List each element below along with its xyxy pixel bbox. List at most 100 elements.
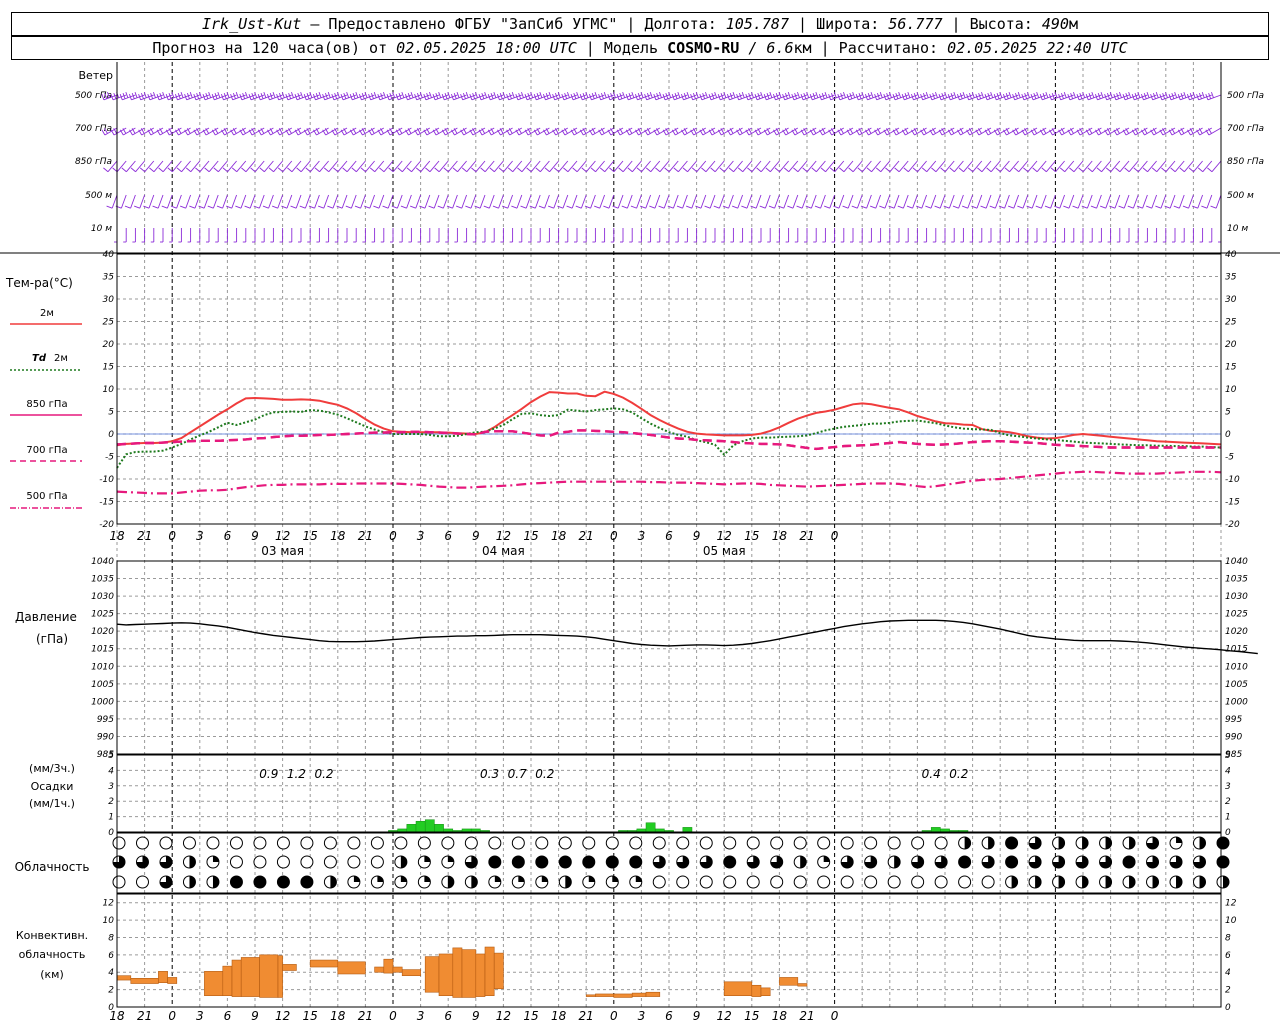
wind-barb-feather [245,91,248,98]
date-label: 03 мая [261,544,304,558]
wind-barb-feather [824,91,828,98]
wind-barb-feather [590,167,596,173]
wind-barb-feather [870,205,876,209]
x-tick-label-bottom: 6 [224,1009,232,1023]
wind-barb-feather [305,167,311,173]
wind-barb [491,127,504,136]
y-tick-label-left: 30 [103,295,115,305]
wind-barb [921,194,928,209]
wind-barb [944,160,955,173]
wind-barb-feather [576,91,580,98]
wind-barb-feather [720,128,725,134]
cloud-cover-fill [465,856,478,868]
wind-barb [240,194,247,209]
wind-barb-feather [828,93,832,100]
cloud-cover-symbol [958,875,972,889]
wind-barb [215,127,228,136]
wind-barb [521,160,532,173]
wind-barb-feather [895,128,900,134]
wind-barb-feather [811,167,817,173]
cloud-cover-fill [935,855,948,868]
wind-barb-feather [315,92,319,99]
wind-barb-feather [327,91,331,98]
cloud-cover-fill [1076,856,1089,868]
wind-barb-feather [968,92,972,99]
wind-barb [525,194,532,209]
wind-barb-feather [461,167,468,173]
wind-barb-feather [324,128,329,134]
wind-barb-feather [423,129,428,136]
wind-barb-feather [526,167,532,173]
cloud-cover-fill [400,856,407,868]
cloud-cover-symbol [441,836,455,850]
cloud-cover-symbol [629,855,643,869]
cloud-cover-symbol [112,875,126,889]
wind-barb [1061,127,1075,136]
wind-barb [300,160,311,173]
wind-barb-feather [198,205,205,209]
cloud-cover-fill [894,855,901,868]
wind-barb-feather [649,205,656,209]
conv-cloud-bar [723,981,753,996]
wind-barb [656,127,670,136]
wind-barb-feather [113,128,118,134]
wind-barb-feather [475,91,478,98]
wind-barb-feather [686,91,690,98]
wind-barb-feather [272,205,278,209]
wind-barb-feather [581,167,587,173]
y-tick-label-left: -10 [99,475,114,485]
wind-barb-feather [1187,129,1191,136]
wind-barb [544,194,550,209]
wind-barb [1135,127,1148,136]
wind-barb-feather [704,205,711,209]
wind-barb-feather [112,167,118,173]
wind-barb [930,194,937,209]
wind-barb [420,160,431,173]
wind-barb-feather [708,129,713,136]
wind-barb-feather [819,129,823,136]
precip-bar [415,820,426,833]
wind-barb-feather [487,129,492,136]
wind-barb-feather [938,129,943,136]
wind-barb-feather [131,128,136,134]
x-tick-label: 18 [330,529,346,543]
cloud-cover-fill [424,876,431,882]
wind-barb-feather [1012,93,1016,100]
wind-barb [1046,160,1056,173]
wind-barb-feather [879,91,883,98]
wind-barb-feather [373,91,377,98]
wind-barb [435,127,449,136]
wind-barb-feather [833,91,837,98]
wind-barb-feather [248,129,253,136]
wind-barb-feather [373,205,380,209]
x-tick-label: 15 [523,529,538,543]
wind-barb-feather [1211,91,1214,98]
wind-barb-feather [658,205,665,209]
wind-barb-feather [692,92,696,99]
wind-barb-feather [315,128,320,134]
wind-barb [304,194,311,209]
wind-barb-feather [1150,93,1154,100]
wind-barb-feather [369,167,376,173]
wind-barb [254,160,265,173]
precip-bar [434,824,444,833]
wind-barb [558,160,569,173]
wind-barb-feather [1197,167,1204,173]
wind-barb [718,194,725,209]
y-tick-label-right: 12 [1225,899,1237,909]
precip-bar [406,824,417,833]
cloud-cover-symbol [276,855,290,869]
wind-barb [310,160,320,173]
wind-barb-feather [796,205,803,209]
wind-barb-feather [460,93,464,100]
y-tick-label-left: 10 [103,916,115,926]
wind-barb [893,194,900,209]
wind-barb [1055,160,1065,173]
wind-barb-feather [1201,91,1205,98]
wind-barb-feather [434,167,440,173]
precip-3h-label: 0.2 [535,767,554,781]
wind-barb-feather [866,167,872,173]
cloud-cover-fill [1105,837,1112,850]
conv-cloud-bar [645,991,661,997]
y-tick-label-left: 5 [108,408,114,418]
